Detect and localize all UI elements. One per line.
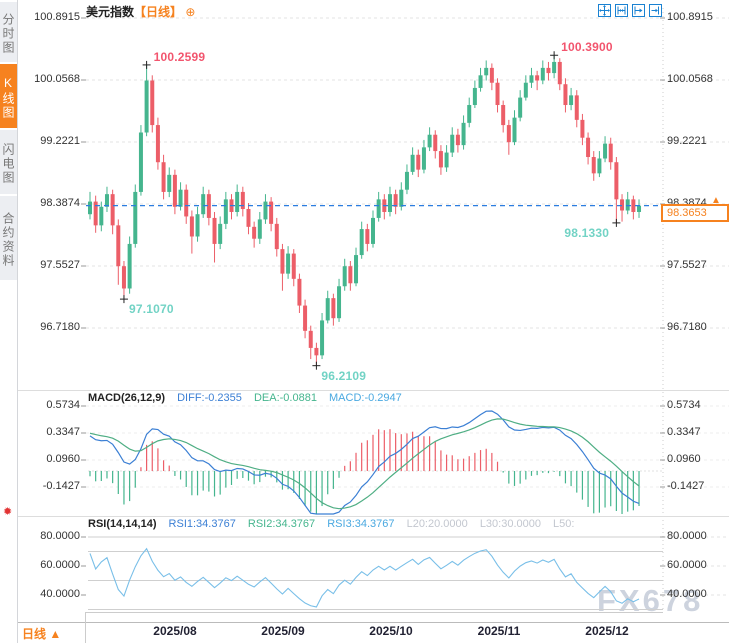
rsi-header: RSI(14,14,14) RSI1:34.3767 RSI2:34.3767 … bbox=[88, 518, 583, 530]
symbol-name: 美元指数 bbox=[86, 5, 135, 19]
rsi-l50-value: L50: bbox=[553, 518, 575, 530]
macd-axis-label: 0.0960 bbox=[667, 453, 701, 465]
chart-title: 美元指数【日线】 ⊕ bbox=[86, 3, 195, 20]
period-label: 日线 bbox=[22, 627, 47, 641]
pan-crosshair-icon[interactable] bbox=[598, 4, 611, 17]
price-axis-label: 97.5527 bbox=[667, 259, 707, 271]
x-axis-month: 2025/10 bbox=[369, 624, 413, 638]
macd-header: MACD(26,12,9) DIFF:-0.2355 DEA:-0.0881 M… bbox=[88, 392, 411, 404]
price-annotation: 100.3900 bbox=[561, 40, 613, 55]
macd-axis-label: -0.1427 bbox=[42, 480, 80, 492]
period-tag: 【日线】 bbox=[134, 5, 183, 19]
rsi-axis-label: 80.0000 bbox=[40, 530, 80, 542]
x-axis-month: 2025/09 bbox=[261, 624, 305, 638]
macd-axis-label: 0.3347 bbox=[46, 426, 80, 438]
price-annotation: 96.2109 bbox=[321, 368, 367, 383]
price-annotation: 98.1330 bbox=[564, 225, 610, 240]
zoom-range-icon[interactable] bbox=[615, 4, 628, 17]
rsi3-value: RSI3:34.3767 bbox=[327, 518, 395, 530]
rsi-name: RSI(14,14,14) bbox=[88, 518, 157, 530]
macd-axis-label: 0.5734 bbox=[667, 399, 701, 411]
price-axis-label: 96.7180 bbox=[667, 321, 707, 333]
price-axis-label: 97.5527 bbox=[40, 259, 80, 271]
price-up-arrow-icon: ▲ bbox=[711, 195, 721, 206]
price-axis-label: 100.8915 bbox=[34, 11, 80, 23]
pan-right-icon[interactable] bbox=[649, 4, 662, 17]
sidebar-tab-candlestick[interactable]: K线图 bbox=[0, 64, 17, 128]
price-annotation: 100.2599 bbox=[153, 49, 206, 64]
price-axis-label: 100.8915 bbox=[667, 11, 713, 23]
current-price-badge: 98.3653 bbox=[661, 204, 729, 222]
price-axis-label: 98.3874 bbox=[40, 197, 80, 209]
x-axis-month: 2025/12 bbox=[585, 624, 629, 638]
macd-dea-value: DEA:-0.0881 bbox=[253, 392, 317, 404]
period-up-arrow-icon: ▲ bbox=[49, 627, 62, 641]
price-axis-label: 99.2221 bbox=[667, 135, 707, 147]
rsi-axis-label: 40.0000 bbox=[40, 588, 80, 600]
rsi-axis-label: 60.0000 bbox=[40, 559, 80, 571]
price-axis-label: 100.0568 bbox=[667, 73, 713, 85]
macd-axis-label: 0.3347 bbox=[667, 426, 701, 438]
period-selector[interactable]: 日线 ▲ bbox=[22, 625, 61, 642]
macd-diff-value: DIFF:-0.2355 bbox=[177, 392, 242, 404]
x-axis-month: 2025/11 bbox=[477, 624, 521, 638]
macd-axis-label: -0.1427 bbox=[667, 480, 705, 492]
rsi-axis-label: 80.0000 bbox=[667, 530, 707, 542]
macd-name: MACD(26,12,9) bbox=[88, 392, 166, 404]
indicator-settings-icon[interactable]: ✹ bbox=[3, 506, 13, 518]
price-axis-label: 96.7180 bbox=[40, 321, 80, 333]
price-annotation: 97.1070 bbox=[128, 302, 174, 317]
rsi-axis-label: 60.0000 bbox=[667, 559, 707, 571]
price-axis-label: 99.2221 bbox=[40, 135, 80, 147]
add-indicator-icon[interactable]: ⊕ bbox=[185, 5, 196, 19]
sidebar-tab-contract-info[interactable]: 合约资料 bbox=[0, 196, 17, 280]
macd-axis-label: 0.5734 bbox=[46, 399, 80, 411]
rsi-l30-value: L30:30.0000 bbox=[479, 518, 541, 530]
x-axis-month: 2025/08 bbox=[153, 624, 197, 638]
price-axis-label: 100.0568 bbox=[34, 73, 80, 85]
rsi-l20-value: L20:20.0000 bbox=[406, 518, 468, 530]
macd-hist-value: MACD:-0.2947 bbox=[329, 392, 402, 404]
macd-axis-label: 0.0960 bbox=[46, 453, 80, 465]
sidebar-tab-lightning[interactable]: 闪电图 bbox=[0, 130, 17, 194]
sidebar-tab-timeline[interactable]: 分时图 bbox=[0, 2, 17, 62]
rsi1-value: RSI1:34.3767 bbox=[168, 518, 236, 530]
zoom-to-latest-icon[interactable] bbox=[632, 4, 645, 17]
rsi-axis-label: 40.0000 bbox=[667, 588, 707, 600]
rsi2-value: RSI2:34.3767 bbox=[247, 518, 316, 530]
